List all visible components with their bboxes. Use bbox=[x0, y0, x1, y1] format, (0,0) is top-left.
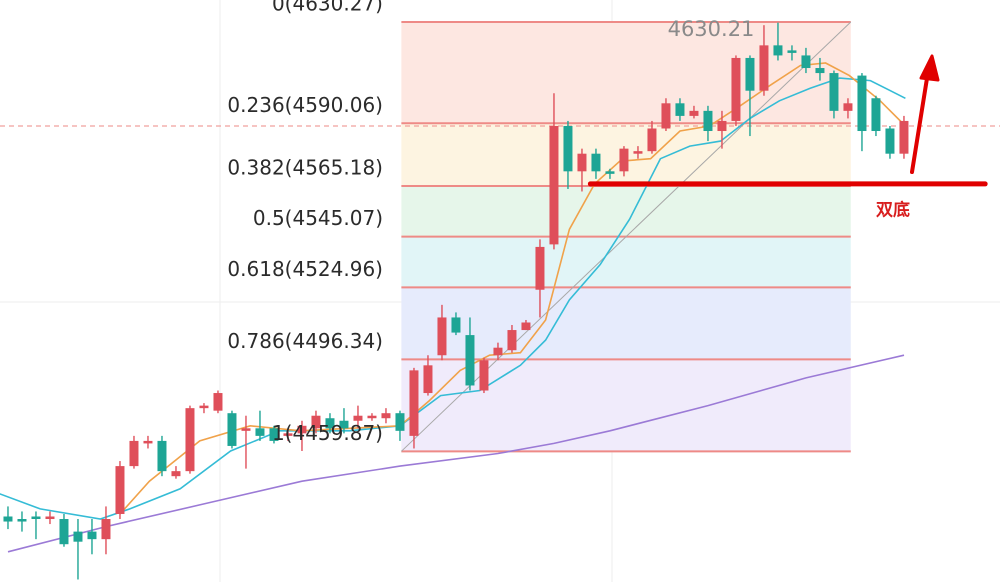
fib-lines bbox=[0, 20, 1000, 453]
candle-body bbox=[871, 98, 881, 132]
candle-body bbox=[87, 531, 97, 540]
fib-trend bbox=[401, 21, 852, 452]
candle-body bbox=[829, 73, 839, 111]
candle-body bbox=[745, 57, 755, 91]
candle-body bbox=[801, 55, 811, 69]
candle-body bbox=[619, 148, 629, 172]
candle-body bbox=[59, 519, 69, 545]
candle-body bbox=[451, 317, 461, 333]
candle-body bbox=[857, 75, 867, 132]
candles bbox=[3, 22, 909, 580]
candle-body bbox=[213, 393, 223, 411]
fib-label: 0.5(4545.07) bbox=[253, 206, 383, 230]
fib-band bbox=[401, 287, 851, 360]
candle-body bbox=[647, 128, 657, 152]
candle-body bbox=[521, 322, 531, 331]
candle-body bbox=[787, 50, 797, 53]
fib-label: 0.618(4524.96) bbox=[227, 257, 383, 281]
candle-body bbox=[689, 110, 699, 116]
candle-body bbox=[297, 425, 307, 434]
fib-label: 0.236(4590.06) bbox=[227, 93, 383, 117]
candle-body bbox=[703, 110, 713, 132]
candle-body bbox=[199, 405, 209, 409]
candle-body bbox=[493, 347, 503, 356]
candle-body bbox=[3, 516, 13, 522]
candle-body bbox=[171, 471, 181, 477]
candle-body bbox=[31, 516, 41, 520]
fib-label: 0(4630.27) bbox=[272, 0, 383, 15]
candle-body bbox=[73, 531, 83, 542]
fib-label: 0.786(4496.34) bbox=[227, 329, 383, 353]
high-label: 4630.21 bbox=[668, 17, 755, 41]
candle-body bbox=[675, 103, 685, 116]
candle-body bbox=[45, 516, 55, 520]
candle-body bbox=[577, 153, 587, 172]
candle-body bbox=[227, 413, 237, 446]
fib-band bbox=[401, 21, 851, 124]
candle-body bbox=[465, 335, 475, 386]
candle-body bbox=[815, 68, 825, 74]
candle-body bbox=[563, 125, 573, 172]
candle-body bbox=[17, 519, 27, 522]
moving-average-line bbox=[7, 354, 905, 553]
candle-body bbox=[339, 420, 349, 429]
annotations: 0(4630.27) 0.236(4590.06) 0.382(4565.18) 0.… bbox=[227, 0, 988, 445]
candle-body bbox=[353, 415, 363, 421]
fib-band bbox=[401, 185, 851, 237]
candle-body bbox=[423, 365, 433, 394]
candle-body bbox=[843, 103, 853, 111]
candle-body bbox=[311, 415, 321, 429]
fib-band bbox=[401, 359, 851, 452]
candle-body bbox=[185, 408, 195, 472]
candle-body bbox=[605, 171, 615, 174]
candle-body bbox=[255, 428, 265, 436]
candle-body bbox=[367, 415, 377, 419]
candle-body bbox=[759, 45, 769, 91]
candle-body bbox=[381, 413, 391, 419]
candle-body bbox=[479, 360, 489, 391]
candle-body bbox=[409, 370, 419, 436]
fib-label: 0.382(4565.18) bbox=[227, 155, 383, 179]
candle-body bbox=[157, 440, 167, 472]
moving-average-line bbox=[0, 77, 906, 520]
candle-body bbox=[717, 120, 727, 132]
candle-body bbox=[395, 413, 405, 431]
candle-body bbox=[549, 125, 559, 245]
candle-body bbox=[661, 103, 671, 129]
fib-band bbox=[401, 236, 851, 288]
candle-body bbox=[507, 330, 517, 351]
candle-body bbox=[241, 428, 251, 431]
fib-bands bbox=[401, 21, 851, 452]
candle-body bbox=[899, 120, 909, 154]
neckline-label: 双底 bbox=[876, 199, 910, 220]
fib-label: 1(4459.87) bbox=[272, 421, 383, 445]
candle-body bbox=[325, 418, 335, 429]
candle-body bbox=[885, 128, 895, 154]
candle-body bbox=[115, 466, 125, 514]
arrow-head bbox=[919, 54, 940, 82]
candle-body bbox=[283, 433, 293, 436]
candle-body bbox=[129, 440, 139, 467]
candle-body bbox=[101, 519, 111, 540]
candle-body bbox=[591, 153, 601, 172]
candle-body bbox=[633, 151, 643, 154]
candle-body bbox=[269, 428, 279, 441]
candle-body bbox=[731, 57, 741, 121]
candle-body bbox=[143, 440, 153, 444]
arrow-shaft bbox=[910, 70, 930, 174]
candle-body bbox=[437, 317, 447, 356]
candle-body bbox=[535, 246, 545, 290]
candle-body bbox=[773, 45, 783, 56]
